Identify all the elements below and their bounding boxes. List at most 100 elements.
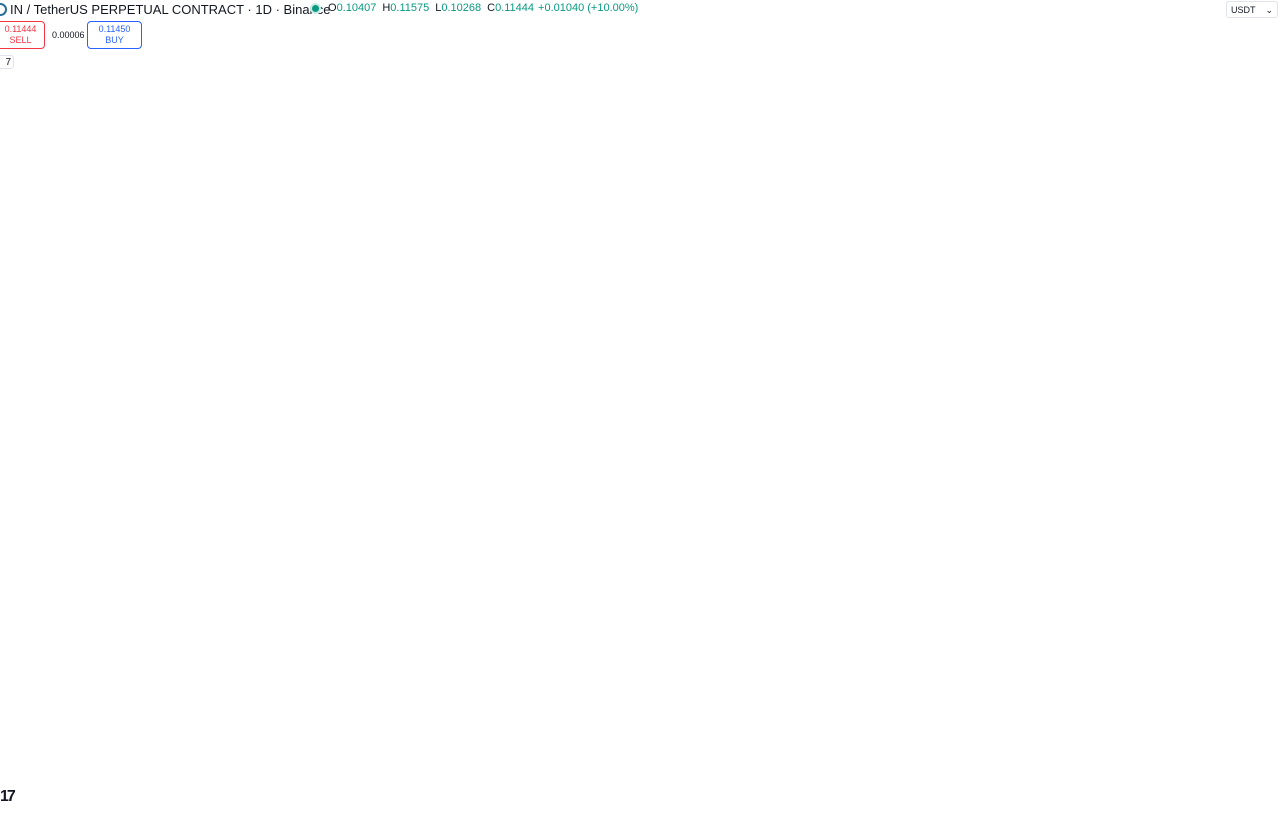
y-tick-label: 0.02000 [1234, 696, 1274, 708]
currency-select[interactable]: USDT ⌄ [1226, 1, 1278, 18]
candle-body [746, 566, 750, 607]
y-tick-label: 0.28000 [1234, 267, 1274, 279]
countdown: 19:56:27 [1233, 554, 1276, 566]
candle-body [682, 609, 686, 613]
candle-body [531, 553, 535, 577]
ohlc-value: 0.10268 [441, 2, 482, 14]
ohlc-key: C [487, 2, 496, 14]
symbol-header: IN / TetherUS PERPETUAL CONTRACT · 1D · … [0, 1, 331, 17]
candle-body [555, 579, 559, 587]
candle-body [609, 611, 613, 615]
change: +0.01040 (+10.00%) [538, 2, 639, 14]
ohlc-value: 0.11575 [390, 2, 430, 14]
candle-body [570, 573, 574, 604]
x-tick-label: Nov [922, 822, 942, 834]
y-tick-label: 0.32000 [1234, 201, 1274, 213]
candle-body [761, 579, 765, 600]
candle-body [795, 546, 799, 564]
sell-price: 0.11444 [4, 24, 37, 34]
y-tick-label: 0.26000 [1234, 300, 1274, 312]
dropdown-arrow: ⌄ [1265, 5, 1273, 15]
candle-body [643, 616, 647, 620]
symbol-tag-bg [1172, 538, 1224, 555]
buy-button[interactable]: 0.11450 BUY [87, 21, 142, 49]
candle-body [731, 626, 735, 630]
y-tick-label: 0.42000 [1234, 36, 1274, 48]
y-tick-label: 0.22000 [1234, 366, 1274, 378]
candle-body [741, 537, 745, 567]
sell-label: SELL [9, 35, 32, 45]
candle-body [629, 611, 633, 617]
y-tick-label: 0.16000 [1234, 465, 1274, 477]
candle-body [775, 573, 779, 577]
y-tick-label: 0.24000 [1234, 333, 1274, 345]
candle-body [526, 576, 530, 590]
last-price-bg [1224, 538, 1280, 569]
x-tick-label: Sep [632, 822, 652, 834]
candle-body [780, 566, 784, 577]
spread: 0.00006 [52, 30, 85, 40]
symbol-icon [0, 2, 7, 16]
ohlc-value: 0.11444 [495, 2, 535, 14]
y-tick-label: 0.06000 [1234, 630, 1274, 642]
y-tick-label: 0.34000 [1234, 168, 1274, 180]
x-tick-label: Dec [1061, 822, 1081, 834]
candle-body [677, 609, 681, 623]
candle-body [633, 612, 637, 617]
y-tick-label: 0.18000 [1234, 432, 1274, 444]
candle-body [692, 589, 696, 607]
candle-body [668, 629, 672, 632]
buy-label: BUY [105, 35, 124, 45]
candle-body [697, 606, 701, 623]
y-tick-label: −0.02000 [1228, 762, 1274, 774]
ohlc-key: L [435, 2, 442, 14]
candle-body [726, 612, 730, 630]
ohlc-value: 0.10407 [336, 2, 377, 14]
candle-body [624, 611, 628, 615]
y-tick-label: 0.08000 [1234, 597, 1274, 609]
candle-body [638, 612, 642, 617]
candle-body [619, 614, 623, 617]
entry-label: 0.11413 [1233, 570, 1272, 582]
candle-body [702, 612, 706, 623]
symbol-title[interactable]: IN / TetherUS PERPETUAL CONTRACT · 1D · … [10, 1, 331, 17]
candle-body [565, 573, 569, 590]
y-tick-label: −0.04000 [1228, 795, 1274, 807]
candle-body [589, 606, 593, 608]
y-tick-label: 0.40000 [1234, 69, 1274, 81]
candle-body [736, 537, 740, 627]
entry-label-bg [1224, 568, 1278, 585]
y-tick-label: 0.38000 [1234, 102, 1274, 114]
candle-body [658, 635, 662, 640]
candle-body [765, 579, 769, 587]
candle-body [560, 579, 564, 590]
candle-body [790, 563, 794, 574]
settings-icon [1251, 823, 1261, 833]
candle-body [550, 550, 554, 587]
range-box [517, 542, 800, 648]
candle-body [673, 622, 677, 632]
candle-body [687, 589, 691, 613]
position-target [799, 0, 905, 547]
symbol-tag: INUSDT.P [1173, 540, 1223, 552]
candle-body [756, 593, 760, 600]
candle-body [585, 603, 589, 608]
candle-body [521, 589, 525, 604]
currency: USDT [1231, 5, 1256, 15]
candle-body [545, 550, 549, 557]
price-axis [1222, 0, 1280, 837]
candle-body [712, 616, 716, 620]
candle-body [580, 603, 584, 610]
candle-body [707, 612, 711, 620]
x-tick-label: 20 [1211, 822, 1223, 834]
y-tick-label: 0.36000 [1234, 135, 1274, 147]
indicators-toggle[interactable]: 7 [0, 55, 14, 69]
candle-body [717, 616, 721, 623]
candle-body [604, 609, 608, 615]
y-tick-label: 0.30000 [1234, 234, 1274, 246]
position-stop [799, 546, 905, 635]
y-tick-label: 0.14000 [1234, 498, 1274, 510]
sell-button[interactable]: 0.11444 SELL [0, 21, 45, 49]
